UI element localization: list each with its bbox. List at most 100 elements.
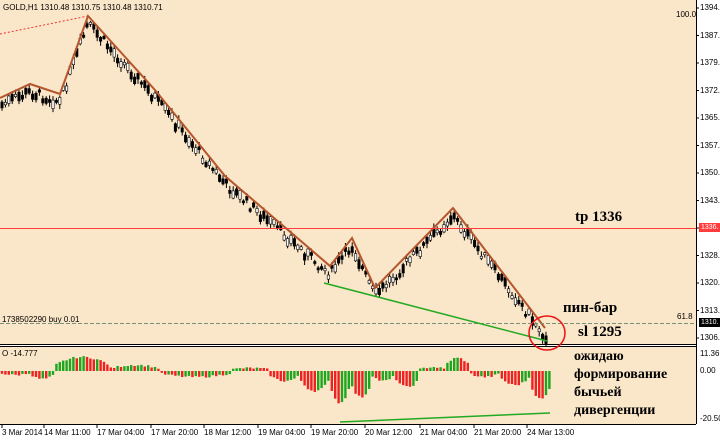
- osc-axis-label-top: 11.36: [700, 349, 720, 358]
- histogram-bar: [289, 371, 293, 380]
- candle-body: [299, 246, 303, 250]
- current-price-badge: 1310.: [699, 318, 720, 327]
- candle-body: [95, 29, 99, 38]
- candle-body: [313, 261, 317, 264]
- candle-body: [476, 245, 480, 252]
- candle-body: [360, 265, 364, 270]
- candle-body: [173, 123, 177, 132]
- candle-body: [160, 99, 164, 106]
- price-divergence-line[interactable]: [323, 282, 548, 342]
- histogram-bar: [463, 361, 466, 371]
- oscillator-label: O -14.777: [2, 349, 38, 358]
- histogram-bar: [235, 368, 238, 371]
- histogram-bar: [153, 366, 157, 371]
- candle-body: [235, 188, 239, 196]
- histogram-bar: [68, 358, 72, 371]
- candle-body: [48, 99, 52, 103]
- histogram-bar: [466, 362, 469, 371]
- divergence-comment: ожидаю формирование бычьей дивергенции: [574, 348, 667, 420]
- histogram-bar: [480, 371, 483, 377]
- symbol-info: GOLD,H1 1310.48 1310.75 1310.48 1310.71: [3, 3, 163, 12]
- histogram-bar: [249, 367, 252, 371]
- histogram-bar: [323, 371, 327, 385]
- histogram-bar: [55, 363, 58, 371]
- histogram-bar: [470, 371, 473, 374]
- candle-body: [10, 94, 14, 102]
- pinbar-annotation: пин-бар: [563, 300, 618, 316]
- candle-body: [391, 277, 395, 283]
- comment-line-3: бычьей: [574, 385, 622, 400]
- pinbar-highlight-circle[interactable]: [528, 315, 566, 351]
- histogram-bar: [38, 371, 41, 379]
- oscillator-divergence-line[interactable]: [339, 412, 551, 423]
- candle-body: [490, 260, 494, 268]
- histogram-bar: [456, 357, 459, 371]
- histogram-bar: [422, 367, 425, 371]
- candle-body: [129, 71, 133, 80]
- candle-body: [415, 246, 419, 254]
- histogram-bar: [17, 371, 21, 376]
- histogram-bar: [429, 367, 432, 371]
- comment-line-2: формирование: [574, 367, 668, 382]
- histogram-bar: [11, 371, 14, 375]
- histogram-bar: [347, 371, 350, 390]
- histogram-bar: [436, 367, 439, 371]
- candle-body: [17, 91, 21, 102]
- candle-body: [354, 253, 358, 262]
- candle-body: [405, 258, 409, 262]
- histogram-bar: [225, 371, 228, 376]
- histogram-bar: [330, 371, 333, 391]
- candle-body: [109, 46, 113, 53]
- candle-body: [0, 101, 4, 109]
- candle-body: [316, 267, 320, 271]
- candle-body: [534, 323, 538, 327]
- histogram-bar: [181, 371, 184, 378]
- histogram-bar: [527, 371, 531, 378]
- candle-body: [418, 250, 422, 257]
- candle-body: [496, 273, 500, 281]
- price-axis-label: 1387.: [700, 30, 720, 40]
- candle-body: [245, 196, 249, 201]
- candle-body: [167, 109, 171, 116]
- histogram-bar: [272, 371, 276, 378]
- tp-price-badge: 1336.: [699, 223, 720, 232]
- histogram-bar: [238, 368, 242, 371]
- time-axis-label: 20 Mar 12:00: [365, 428, 413, 437]
- histogram-bar: [51, 371, 55, 375]
- histogram-bar: [487, 371, 490, 377]
- candle-body: [513, 297, 517, 305]
- candle-body: [85, 23, 89, 28]
- histogram-bar: [164, 371, 167, 375]
- histogram-bar: [255, 367, 259, 371]
- time-axis-label: 17 Mar 04:00: [97, 428, 145, 437]
- histogram-bar: [31, 371, 34, 377]
- time-axis-label: 21 Mar 04:00: [420, 428, 468, 437]
- candle-body: [517, 299, 521, 305]
- candle-body: [340, 255, 344, 260]
- histogram-bar: [296, 371, 299, 376]
- candle-body: [350, 246, 354, 253]
- histogram-bar: [184, 371, 187, 377]
- candle-body: [381, 282, 385, 289]
- histogram-bar: [133, 365, 136, 371]
- histogram-bar: [79, 357, 82, 371]
- candle-body: [384, 284, 388, 289]
- histogram-bar: [412, 371, 415, 386]
- candle-body: [194, 147, 198, 154]
- zigzag-line[interactable]: [0, 14, 546, 329]
- histogram-bar: [245, 367, 248, 371]
- histogram-bar: [126, 365, 129, 371]
- candle-body: [238, 190, 242, 200]
- time-axis-label: 3 Mar 2014: [2, 428, 43, 437]
- comment-line-4: дивергенции: [574, 403, 656, 418]
- candle-body: [180, 127, 184, 133]
- price-axis-label: 1306.: [700, 333, 720, 342]
- histogram-bar: [198, 371, 201, 377]
- order-line-label[interactable]: 1738502290 buy 0.01: [2, 315, 80, 324]
- upper-dotted-trendline[interactable]: [0, 15, 89, 35]
- candle-body: [269, 216, 273, 225]
- candle-body: [320, 266, 324, 270]
- candle-body: [306, 248, 310, 257]
- histogram-bar: [490, 371, 493, 377]
